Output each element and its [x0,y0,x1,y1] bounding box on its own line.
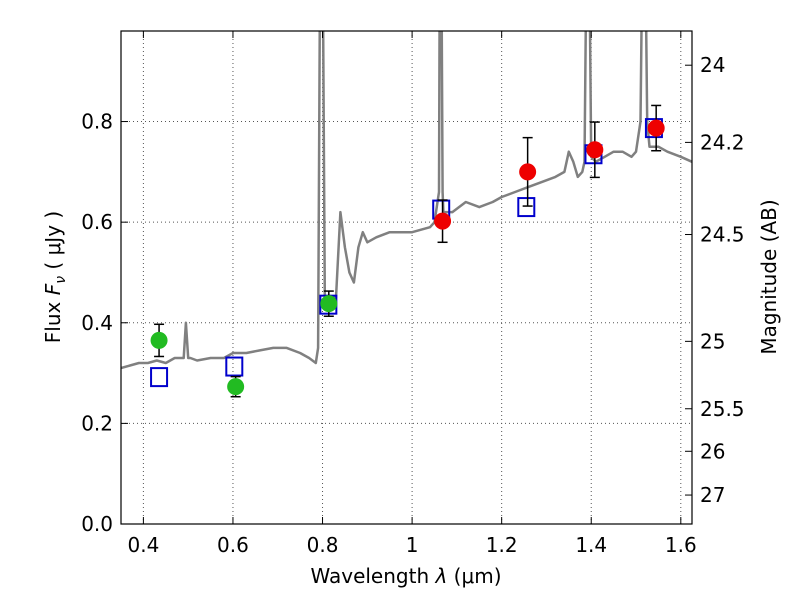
photometry-point [320,295,338,313]
x-tick-label: 1.4 [575,533,607,557]
plot-frame [120,30,693,525]
plot-background [121,31,692,524]
observed-photometry-markers [150,104,665,398]
photometry-point [519,163,537,181]
x-axis-title: Wavelength λ (μm) [310,564,501,588]
y-axis-title-units: ( μJy ) [41,211,65,276]
x-axis-title-prefix: Wavelength [310,564,435,588]
photometry-point [586,141,604,159]
magnitude-tick-label: 24.5 [700,223,745,247]
x-axis-ticks: 0.4 0.6 0.8 1 1.2 1.4 1.6 [127,31,697,557]
y-tick-label: 0.8 [81,110,113,134]
y-tick-label: 0.4 [81,311,113,335]
magnitude-tick-label: 27 [700,483,725,507]
plot-area [121,31,692,398]
x-tick-label: 1.6 [665,533,697,557]
photometry-point [647,119,665,137]
model-photometry-marker [225,356,244,377]
magnitude-tick-label: 25 [700,329,725,353]
x-tick-label: 0.4 [127,533,159,557]
x-axis-title-units: (μm) [447,564,501,588]
x-tick-label: 1 [406,533,419,557]
y-axis-title: Flux Fν ( μJy ) [41,211,69,343]
x-axis-title-symbol: λ [434,564,447,588]
y-axis-title-subscript: ν [53,276,69,284]
y-tick-label: 0.2 [81,411,113,435]
y-tick-label: 0.6 [81,210,113,234]
y-axis-title-symbol: F [41,283,65,295]
photometry-point [150,331,168,349]
magnitude-tick-label: 25.5 [700,397,745,421]
magnitude-tick-label: 24.2 [700,130,745,154]
magnitude-tick-label: 24 [700,53,725,77]
model-photometry-marker [517,197,536,218]
y-axis-ticks: 0.0 0.2 0.4 0.6 0.8 [81,110,128,536]
y-tick-label: 0.0 [81,512,113,536]
photometry-point [227,378,245,396]
x-tick-label: 1.2 [486,533,518,557]
magnitude-axis-ticks: 24 24.2 24.5 25 25.5 26 27 [685,53,745,507]
magnitude-axis-title: Magnitude (AB) [757,199,781,354]
magnitude-tick-label: 26 [700,439,725,463]
photometry-point [434,212,452,230]
x-tick-label: 0.6 [217,533,249,557]
model-photometry-marker [150,367,169,388]
y-axis-title-prefix: Flux [41,295,65,343]
x-tick-label: 0.8 [307,533,339,557]
